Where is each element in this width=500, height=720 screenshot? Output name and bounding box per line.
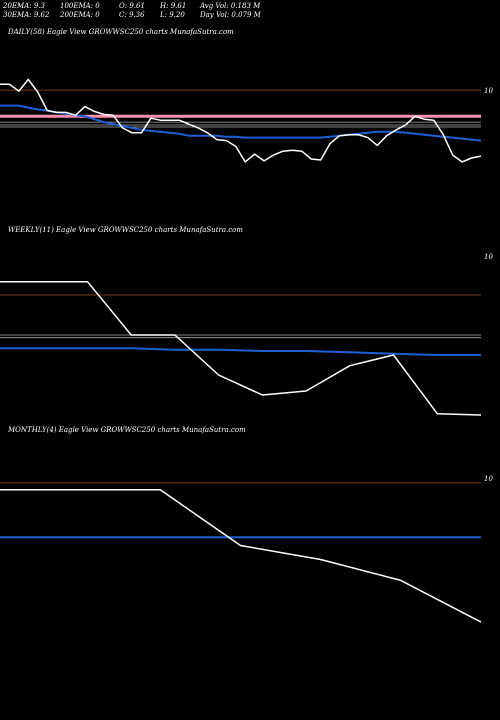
day-vol-label: Day Vol: 0.079 M [200,11,261,19]
open-label: O: 9.61 [119,2,145,10]
monthly-price-line [0,489,482,623]
daily-ytick-label: 10 [484,87,493,95]
high-label: H: 9.61 [160,2,187,10]
daily-ema-line [0,104,482,142]
ema20-label: 20EMA: 9.3 [3,2,45,10]
close-label: C: 9.36 [119,11,145,19]
ema30-label: 30EMA: 9.62 [3,11,50,19]
daily-price-line [0,78,482,163]
ema100-label: 100EMA: 0 [60,2,100,10]
weekly-ytick-label: 10 [484,253,493,261]
weekly-ema-line [0,347,481,356]
low-label: L: 9.20 [160,11,185,19]
ema200-label: 200EMA: 0 [60,11,100,19]
weekly-price-line [0,280,482,416]
daily-panel-title: DAILY(58) Eagle View GROWWSC250 charts M… [8,28,234,36]
monthly-ytick-label: 10 [484,475,493,483]
weekly-panel-title: WEEKLY(11) Eagle View GROWWSC250 charts … [8,226,244,234]
monthly-panel-title: MONTHLY(4) Eagle View GROWWSC250 charts … [8,426,246,434]
avg-vol-label: Avg Vol: 0.183 M [200,2,261,10]
